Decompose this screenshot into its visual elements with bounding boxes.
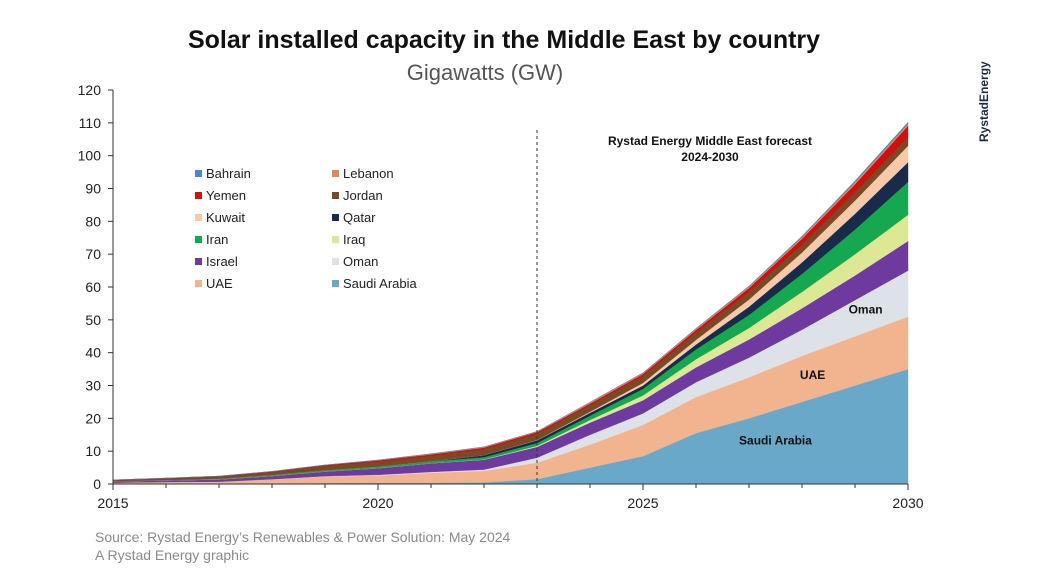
legend-item-qatar: Qatar <box>332 210 376 225</box>
legend-item-uae: UAE <box>195 276 233 291</box>
legend-item-kuwait: Kuwait <box>195 210 245 225</box>
forecast-label: 2024-2030 <box>681 150 739 164</box>
y-tick-label: 80 <box>85 213 101 229</box>
area-bahrain <box>112 121 909 481</box>
y-tick-label: 110 <box>79 115 102 131</box>
area-label-oman: Oman <box>849 302 883 316</box>
legend-label: Iran <box>206 232 228 247</box>
legend-item-jordan: Jordan <box>332 188 383 203</box>
legend-label: Kuwait <box>206 210 245 225</box>
legend-swatch <box>332 192 339 199</box>
y-tick-label: 50 <box>85 312 101 328</box>
credit-line: A Rystad Energy graphic <box>95 547 250 563</box>
legend-swatch <box>195 214 202 221</box>
area-label-saudi-arabia: Saudi Arabia <box>739 434 812 448</box>
legend-swatch <box>332 236 339 243</box>
legend-item-oman: Oman <box>332 254 378 269</box>
legend-label: Israel <box>206 254 238 269</box>
x-tick-label: 2020 <box>362 495 393 511</box>
y-tick-label: 90 <box>85 181 101 197</box>
brand-logo: RystadEnergy <box>977 61 991 142</box>
legend-label: Yemen <box>206 188 246 203</box>
y-tick-label: 40 <box>85 345 101 361</box>
y-tick-label: 30 <box>85 378 101 394</box>
legend-item-bahrain: Bahrain <box>195 166 251 181</box>
legend-swatch <box>332 214 339 221</box>
legend-label: Qatar <box>343 210 376 225</box>
y-tick-label: 0 <box>93 476 101 492</box>
legend-item-israel: Israel <box>195 254 238 269</box>
legend-label: Saudi Arabia <box>343 276 417 291</box>
legend-item-saudi-arabia: Saudi Arabia <box>332 276 417 291</box>
legend-item-iraq: Iraq <box>332 232 365 247</box>
source-note: Source: Rystad Energy’s Renewables & Pow… <box>95 528 510 564</box>
forecast-label: Rystad Energy Middle East forecast <box>608 134 812 148</box>
area-label-uae: UAE <box>800 368 825 382</box>
legend-swatch <box>195 192 202 199</box>
legend-swatch <box>195 170 202 177</box>
y-tick-label: 120 <box>78 82 102 98</box>
legend-swatch <box>195 280 202 287</box>
x-tick-label: 2025 <box>627 495 658 511</box>
legend-label: Iraq <box>343 232 365 247</box>
chart-subtitle: Gigawatts (GW) <box>406 60 564 85</box>
legend-label: Lebanon <box>343 166 394 181</box>
legend-swatch <box>195 236 202 243</box>
y-tick-label: 70 <box>85 246 101 262</box>
chart-areas <box>112 121 909 485</box>
legend-label: Oman <box>343 254 378 269</box>
chart-title: Solar installed capacity in the Middle E… <box>187 26 821 54</box>
legend-label: UAE <box>206 276 233 291</box>
legend-swatch <box>195 258 202 265</box>
legend-item-lebanon: Lebanon <box>332 166 394 181</box>
legend-swatch <box>332 280 339 287</box>
x-tick-label: 2015 <box>97 495 128 511</box>
x-tick-label: 2030 <box>892 495 923 511</box>
y-tick-label: 20 <box>85 410 101 426</box>
chart-legend: Bahrain Lebanon Yemen Jordan Kuwait Qatar Iran… <box>195 166 417 291</box>
legend-item-yemen: Yemen <box>195 188 246 203</box>
y-tick-label: 10 <box>85 443 101 459</box>
legend-label: Jordan <box>343 188 383 203</box>
svg-text:RystadEnergy: RystadEnergy <box>977 61 991 142</box>
legend-swatch <box>332 170 339 177</box>
legend-swatch <box>332 258 339 265</box>
source-line: Source: Rystad Energy’s Renewables & Pow… <box>95 529 511 545</box>
y-tick-label: 100 <box>78 148 102 164</box>
legend-item-iran: Iran <box>195 232 228 247</box>
y-tick-label: 60 <box>85 279 101 295</box>
chart-annotations: Rystad Energy Middle East forecast 2024-2… <box>536 130 883 484</box>
legend-label: Bahrain <box>206 166 251 181</box>
